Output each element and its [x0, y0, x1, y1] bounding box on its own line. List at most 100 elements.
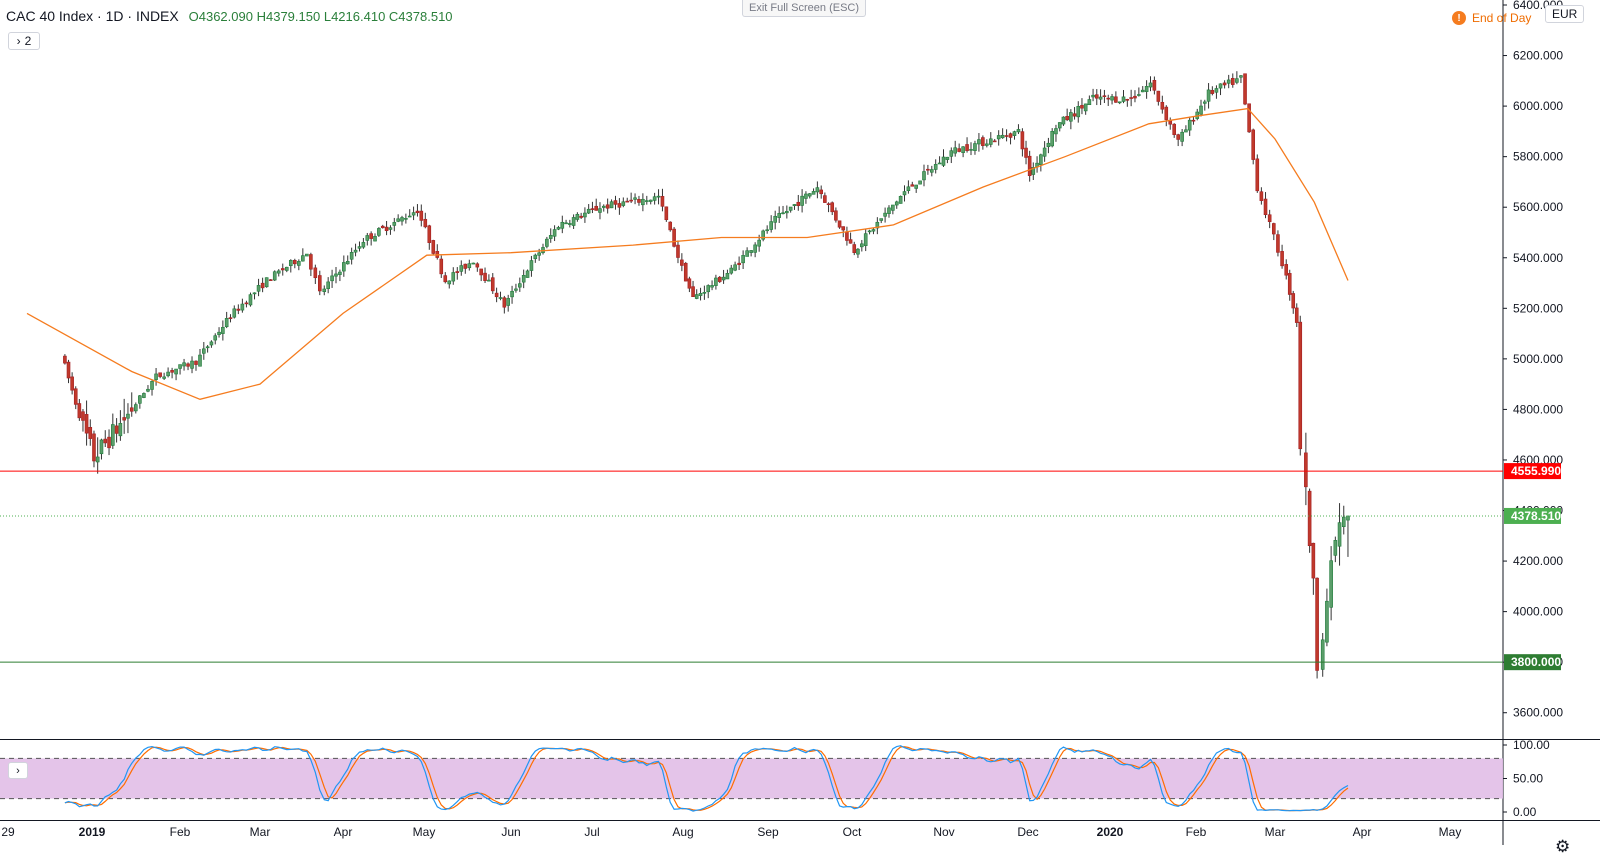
- candle-body: [906, 186, 911, 191]
- candle-body: [1206, 89, 1211, 102]
- candle-body: [209, 341, 214, 346]
- candle-body: [1259, 191, 1264, 201]
- candle-body: [84, 414, 89, 434]
- candle-body: [498, 297, 503, 299]
- candle-body: [894, 201, 899, 206]
- candle-body: [1291, 293, 1296, 309]
- exclamation-icon: !: [1452, 11, 1466, 25]
- candle-body: [1346, 515, 1350, 521]
- candle-body: [945, 156, 950, 160]
- candle-body: [1226, 79, 1231, 84]
- candle-body: [213, 335, 218, 341]
- candle-body: [988, 138, 993, 145]
- candle-body: [1061, 116, 1066, 125]
- currency-button[interactable]: EUR: [1545, 5, 1585, 23]
- candle-body: [1214, 88, 1219, 93]
- end-of-day-badge[interactable]: ! End of Day: [1452, 11, 1531, 25]
- candle-body: [996, 135, 1001, 140]
- candle-body: [1027, 155, 1032, 176]
- collapse-indicators-button[interactable]: › 2: [8, 32, 40, 50]
- candle-body: [162, 376, 166, 379]
- candle-body: [81, 411, 85, 421]
- candle-body: [487, 279, 491, 282]
- candle-body: [765, 229, 769, 232]
- candle-body: [525, 270, 530, 278]
- candle-body: [672, 228, 676, 247]
- candle-body: [918, 180, 922, 185]
- candle-body: [1076, 106, 1081, 118]
- candle-body: [1057, 122, 1062, 129]
- time-axis-label: Apr: [334, 825, 353, 839]
- candle-body: [297, 261, 301, 266]
- candle-body: [1267, 214, 1272, 222]
- price-tick-label: 5800.000: [1513, 150, 1563, 164]
- candle-body: [198, 354, 202, 367]
- candle-body: [644, 200, 649, 202]
- candle-body: [407, 215, 412, 218]
- candle-body: [268, 279, 273, 281]
- candle-body: [95, 456, 100, 463]
- candle-body: [785, 211, 789, 214]
- candle-body: [77, 403, 82, 419]
- candle-body: [1176, 134, 1180, 140]
- candle-body: [533, 254, 538, 260]
- candle-body: [419, 210, 424, 221]
- candle-body: [396, 218, 400, 222]
- candle-body: [965, 144, 969, 151]
- stochastic-tick-label: 50.00: [1513, 772, 1543, 786]
- candle-body: [126, 413, 130, 419]
- candle-body: [1255, 158, 1260, 192]
- candle-body: [1191, 119, 1196, 122]
- candle-body: [729, 267, 734, 274]
- candle-body: [1294, 307, 1299, 323]
- candle-body: [926, 168, 930, 171]
- candle-body: [1000, 134, 1005, 139]
- price-label-badge: [1504, 463, 1561, 480]
- candle-body: [837, 220, 842, 228]
- candle-body: [1263, 198, 1268, 216]
- candle-body: [845, 231, 849, 241]
- candle-body: [949, 150, 954, 157]
- candle-body: [309, 254, 313, 270]
- candle-body: [887, 207, 891, 214]
- candle-body: [605, 204, 610, 209]
- candle-body: [248, 294, 253, 306]
- candle-body: [142, 393, 146, 398]
- candle-body: [455, 271, 460, 273]
- high-value: H4379.150: [256, 9, 321, 24]
- indicator-count: 2: [24, 34, 32, 48]
- candle-body: [122, 417, 126, 421]
- candle-body: [683, 262, 688, 282]
- candle-body: [471, 262, 476, 265]
- candle-body: [146, 388, 150, 392]
- candle-body: [1202, 101, 1207, 104]
- time-axis-label: Oct: [843, 825, 862, 839]
- candle-body: [521, 275, 526, 283]
- candle-body: [1110, 96, 1114, 101]
- close-value: C4378.510: [388, 9, 453, 24]
- time-axis-label: 2019: [79, 825, 106, 839]
- candle-body: [1320, 639, 1325, 670]
- candle-body: [761, 230, 765, 240]
- candle-body: [1039, 154, 1043, 166]
- candle-body: [804, 193, 808, 199]
- candle-body: [1251, 129, 1256, 160]
- candle-body: [753, 244, 757, 253]
- candle-body: [687, 278, 692, 289]
- indicator-toggle-button[interactable]: ›: [8, 762, 28, 779]
- candle-body: [1016, 129, 1021, 133]
- candle-body: [856, 248, 860, 255]
- candle-body: [1065, 115, 1069, 121]
- gear-icon[interactable]: ⚙: [1555, 837, 1571, 856]
- candle-body: [1102, 95, 1107, 98]
- candle-body: [345, 260, 350, 265]
- candle-body: [150, 381, 154, 390]
- exit-fullscreen-button[interactable]: Exit Full Screen (ESC): [742, 0, 867, 17]
- candle-body: [174, 368, 178, 375]
- candle-body: [977, 139, 981, 145]
- candle-body: [1172, 123, 1177, 135]
- candle-body: [788, 206, 793, 211]
- moving-average-line: [26, 107, 1349, 400]
- candle-body: [579, 215, 583, 218]
